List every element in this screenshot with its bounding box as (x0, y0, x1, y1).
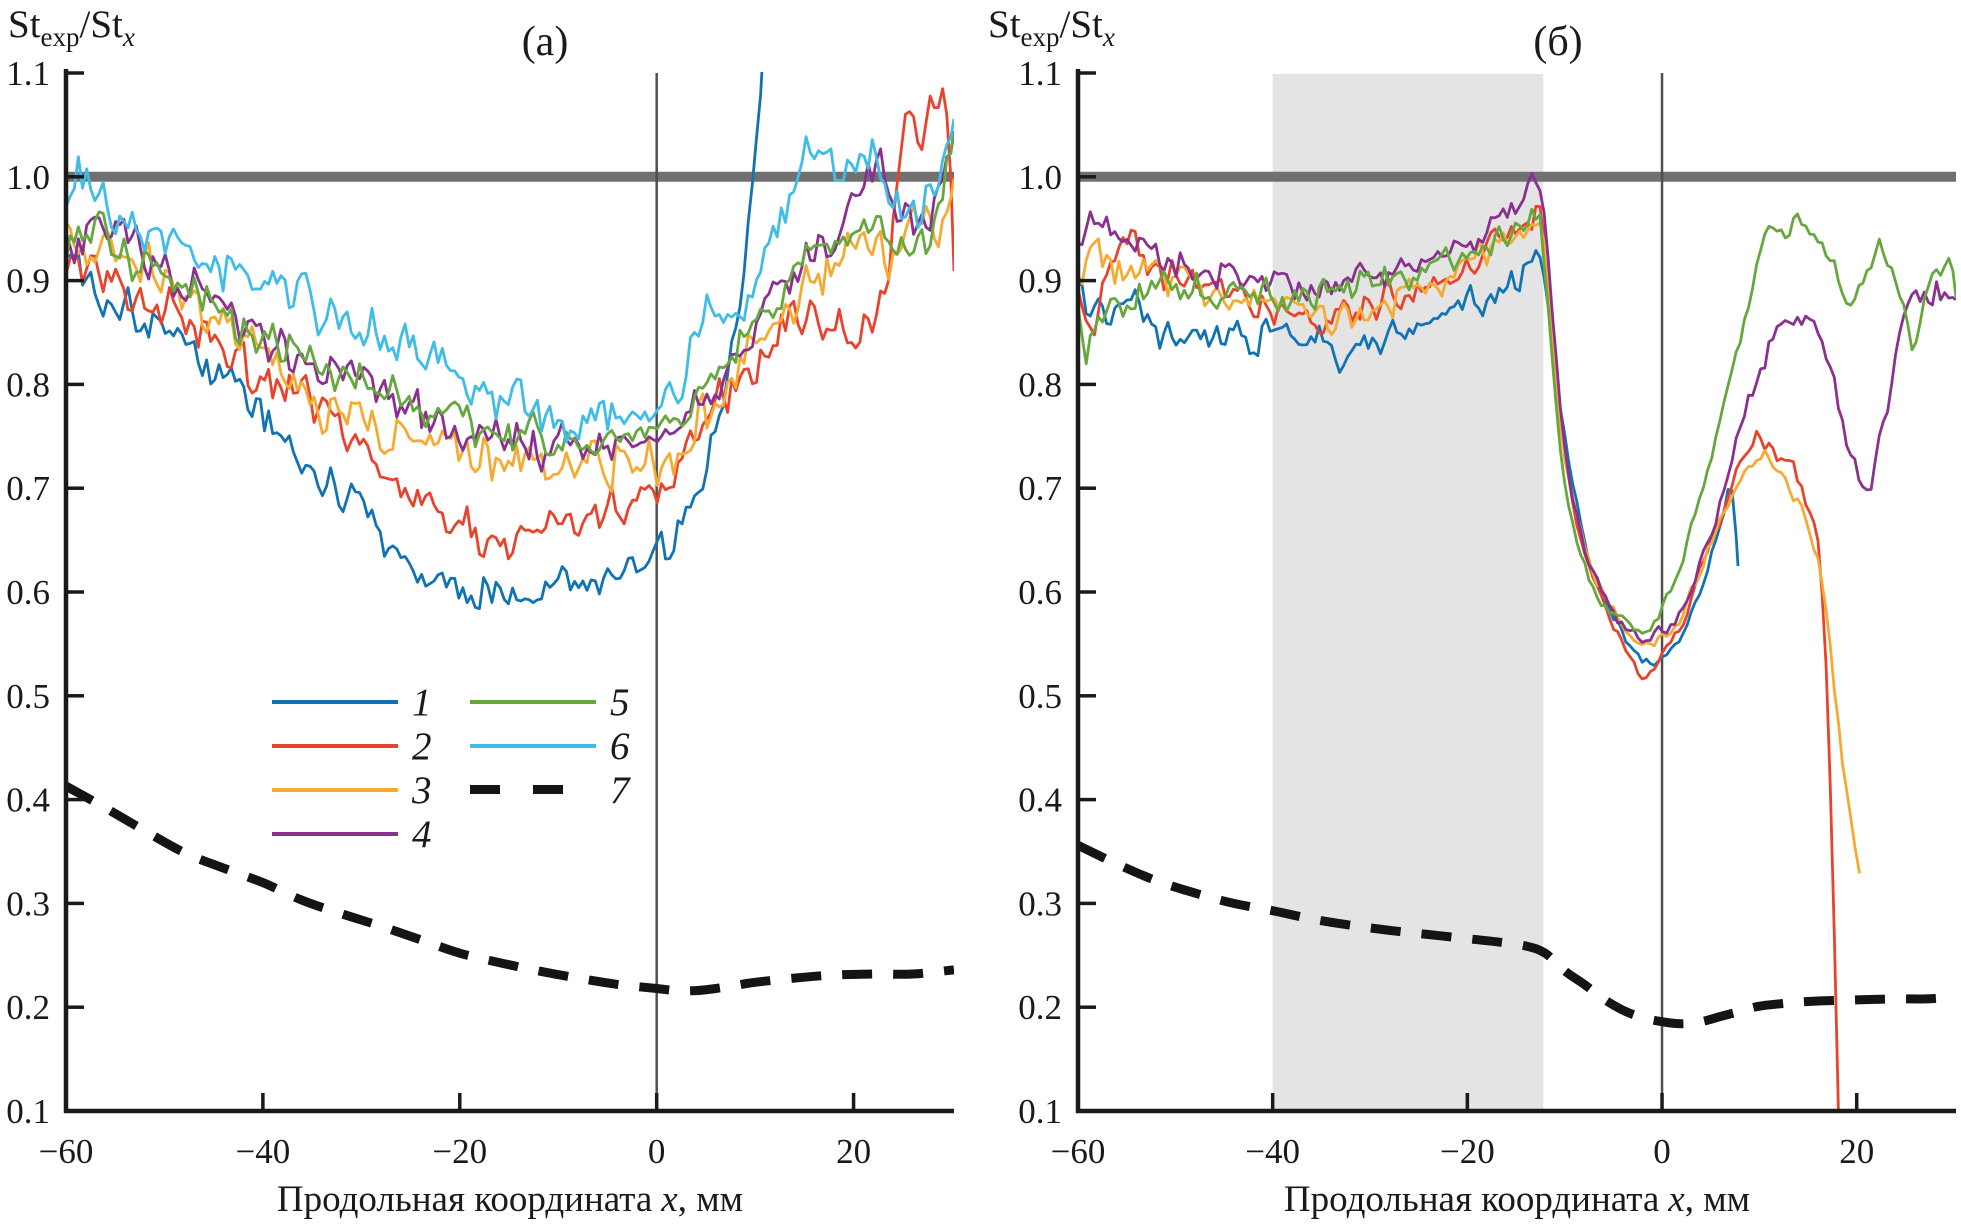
legend-label-2: 2 (412, 725, 432, 768)
legend-label-3: 3 (412, 769, 432, 812)
y-axis-label-a: Stexp/Stx (8, 2, 135, 53)
y-tick-label: 0.6 (6, 573, 50, 612)
st-sub-exp: exp (40, 21, 80, 52)
x-tick-label: −20 (1440, 1132, 1495, 1171)
y-tick-label: 0.4 (1018, 781, 1062, 820)
panel-title-a: (а) (521, 19, 569, 65)
st-sub-x: x (1102, 21, 1115, 52)
legend-swatch-5 (470, 700, 596, 704)
st-sub-exp: exp (1020, 21, 1060, 52)
legend-swatch-6 (470, 744, 596, 748)
y-tick-label: 0.4 (6, 781, 50, 820)
y-tick-label: 0.8 (6, 365, 50, 404)
x-title-text: Продольная координата (1283, 1179, 1660, 1220)
x-tick-label: −60 (1051, 1132, 1106, 1171)
y-tick-label: 1.0 (1018, 158, 1062, 197)
st-base: St (988, 3, 1021, 46)
x-tick-label: 20 (836, 1132, 871, 1171)
series-line-1 (1078, 249, 1740, 667)
y-tick-label: 0.9 (6, 262, 50, 301)
y-tick-label: 0.6 (1018, 573, 1062, 612)
legend-swatch-1 (272, 700, 398, 704)
y-tick-label: 1.0 (6, 158, 50, 197)
y-tick-label: 0.5 (6, 677, 50, 716)
x-tick-label: 0 (648, 1132, 666, 1171)
legend-swatch-3 (272, 788, 398, 792)
y-tick-label: 0.7 (1018, 469, 1062, 508)
x-tick-label: −20 (432, 1132, 487, 1171)
y-tick-label: 0.1 (6, 1092, 50, 1131)
x-tick-label: −60 (39, 1132, 94, 1171)
y-axis-label-b: Stexp/Stx (988, 2, 1115, 53)
x-title-variable: x (661, 1179, 678, 1220)
st-sub-x: x (122, 21, 135, 52)
series-line-3 (1078, 221, 1861, 874)
y-tick-label: 0.8 (1018, 365, 1062, 404)
series-line-7 (1078, 841, 1956, 1029)
x-tick-label: 0 (1653, 1132, 1671, 1171)
legend-swatch-4 (272, 832, 398, 836)
legend-label-4: 4 (412, 813, 432, 856)
y-tick-label: 0.5 (1018, 677, 1062, 716)
x-tick-label: −40 (1245, 1132, 1300, 1171)
y-tick-label: 1.1 (6, 54, 50, 93)
y-tick-label: 0.7 (6, 469, 50, 508)
st-slash: / (1059, 3, 1071, 46)
panel-title-b: (б) (1533, 19, 1583, 65)
series-line-1 (66, 72, 764, 610)
st-base2: St (1070, 3, 1103, 46)
panel-b: 1.1 1.0 0.9 0.8 0.7 0.6 0.5 0.4 0.3 0.2 0.1−60 −40 −… (1018, 54, 1956, 1171)
shaded-region (1272, 74, 1544, 1111)
x-tick-label: 20 (1839, 1132, 1874, 1171)
y-tick-label: 0.2 (1018, 988, 1062, 1027)
st-base2: St (90, 3, 123, 46)
legend-label-6: 6 (610, 725, 630, 768)
series-line-5 (1078, 207, 1956, 635)
legend-swatch-2 (272, 744, 398, 748)
x-axis-title-b: Продольная координата x, мм (1284, 1178, 1750, 1221)
st-slash: / (79, 3, 91, 46)
legend-label-7: 7 (610, 769, 630, 812)
series-line-5 (66, 132, 954, 457)
st-base: St (8, 3, 41, 46)
x-title-variable: x (1668, 1179, 1685, 1220)
series-line-6 (66, 118, 954, 444)
legend-label-5: 5 (610, 681, 630, 724)
y-tick-label: 0.2 (6, 988, 50, 1027)
series-line-4 (1078, 172, 1956, 644)
x-title-units: , мм (677, 1179, 744, 1220)
x-title-text: Продольная координата (276, 1179, 653, 1220)
series-line-7 (66, 782, 954, 996)
y-tick-label: 0.3 (6, 884, 50, 923)
legend-swatch-7 (470, 785, 596, 794)
series-line-3 (66, 178, 954, 494)
x-tick-label: −40 (236, 1132, 291, 1171)
legend-label-1: 1 (412, 681, 432, 724)
y-tick-label: 1.1 (1018, 54, 1062, 93)
x-title-units: , мм (1684, 1179, 1751, 1220)
x-axis-title-a: Продольная координата x, мм (277, 1178, 743, 1221)
y-tick-label: 0.1 (1018, 1092, 1062, 1131)
panel-a: 1.1 1.0 0.9 0.8 0.7 0.6 0.5 0.4 0.3 0.2 0.1−60 −40 −… (6, 54, 954, 1171)
y-tick-label: 0.9 (1018, 262, 1062, 301)
y-tick-label: 0.3 (1018, 884, 1062, 923)
series-line-2 (66, 87, 954, 561)
